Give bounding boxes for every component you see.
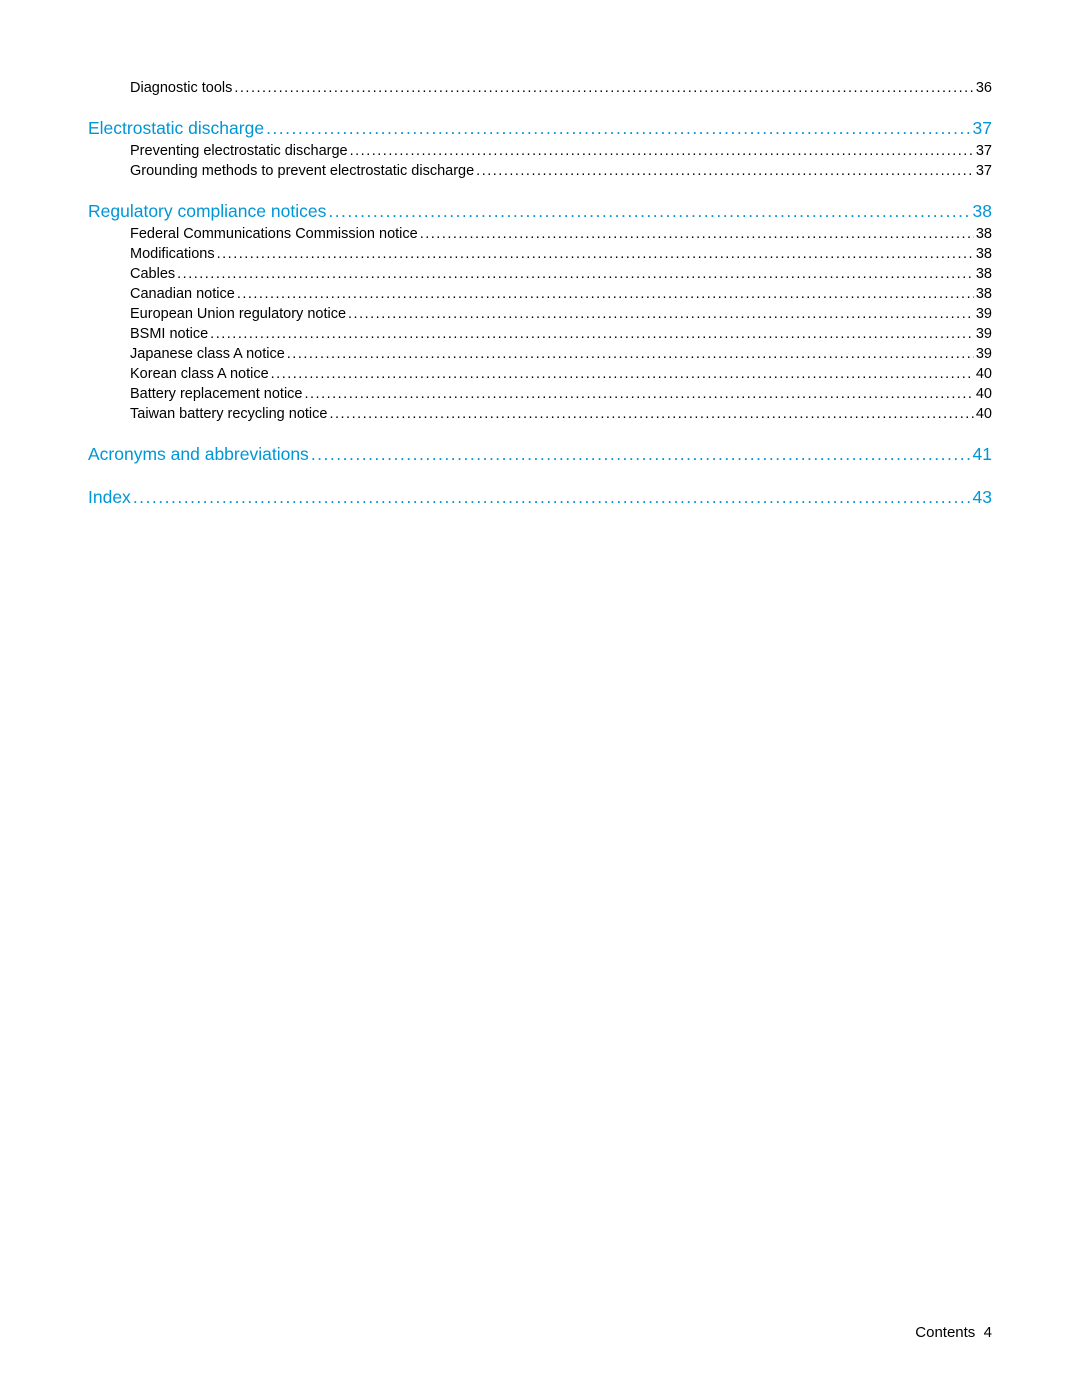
toc-entry-page: 37 xyxy=(976,143,992,159)
page-footer: Contents 4 xyxy=(915,1324,992,1341)
toc-leader-dots xyxy=(287,346,974,362)
toc-entry-page: 39 xyxy=(976,306,992,322)
toc-leader-dots xyxy=(217,246,974,262)
toc-section-label: Index xyxy=(88,487,131,508)
toc-section-regulatory-compliance[interactable]: Regulatory compliance notices 38 xyxy=(88,201,992,222)
toc-leader-dots xyxy=(133,487,971,508)
toc-entry-label: BSMI notice xyxy=(130,326,208,342)
toc-section-page: 37 xyxy=(973,118,992,139)
toc-entry-label: Battery replacement notice xyxy=(130,386,302,402)
toc-section-label: Acronyms and abbreviations xyxy=(88,444,309,465)
toc-entry-label: Diagnostic tools xyxy=(130,80,232,96)
toc-leader-dots xyxy=(348,306,974,322)
toc-sub-entry[interactable]: Taiwan battery recycling notice 40 xyxy=(88,406,992,422)
footer-label: Contents xyxy=(915,1324,975,1341)
footer-page-number: 4 xyxy=(984,1324,992,1341)
toc-section-page: 41 xyxy=(973,444,992,465)
toc-entry-label: Taiwan battery recycling notice xyxy=(130,406,327,422)
toc-leader-dots xyxy=(420,226,974,242)
toc-entry-label: Preventing electrostatic discharge xyxy=(130,143,348,159)
toc-sub-entry[interactable]: Preventing electrostatic discharge 37 xyxy=(88,143,992,159)
toc-entry-page: 38 xyxy=(976,266,992,282)
toc-sub-entry[interactable]: Modifications 38 xyxy=(88,246,992,262)
toc-entry-label: Korean class A notice xyxy=(130,366,269,382)
toc-entry-page: 40 xyxy=(976,386,992,402)
toc-leader-dots xyxy=(266,118,970,139)
toc-section-index[interactable]: Index 43 xyxy=(88,487,992,508)
page-content: Diagnostic tools 36 Electrostatic discha… xyxy=(0,0,1080,508)
toc-section-label: Regulatory compliance notices xyxy=(88,201,326,222)
toc-entry-label: Canadian notice xyxy=(130,286,235,302)
toc-sub-entry[interactable]: Japanese class A notice 39 xyxy=(88,346,992,362)
toc-sub-entry[interactable]: Canadian notice 38 xyxy=(88,286,992,302)
toc-entry-page: 38 xyxy=(976,226,992,242)
toc-entry-label: Grounding methods to prevent electrostat… xyxy=(130,163,474,179)
toc-leader-dots xyxy=(329,406,973,422)
toc-sub-entry[interactable]: European Union regulatory notice 39 xyxy=(88,306,992,322)
toc-leader-dots xyxy=(234,80,974,96)
toc-sub-entry[interactable]: Federal Communications Commission notice… xyxy=(88,226,992,242)
toc-entry-label: Cables xyxy=(130,266,175,282)
toc-entry-label: Modifications xyxy=(130,246,215,262)
toc-entry-label: Federal Communications Commission notice xyxy=(130,226,418,242)
toc-leader-dots xyxy=(476,163,974,179)
toc-section-label: Electrostatic discharge xyxy=(88,118,264,139)
toc-entry-page: 39 xyxy=(976,346,992,362)
toc-leader-dots xyxy=(328,201,970,222)
toc-sub-entry[interactable]: Diagnostic tools 36 xyxy=(88,80,992,96)
toc-entry-page: 40 xyxy=(976,406,992,422)
toc-entry-page: 39 xyxy=(976,326,992,342)
toc-section-acronyms[interactable]: Acronyms and abbreviations 41 xyxy=(88,444,992,465)
toc-sub-entry[interactable]: Grounding methods to prevent electrostat… xyxy=(88,163,992,179)
toc-leader-dots xyxy=(210,326,974,342)
toc-leader-dots xyxy=(311,444,971,465)
toc-sub-entry[interactable]: Cables 38 xyxy=(88,266,992,282)
toc-leader-dots xyxy=(350,143,974,159)
toc-leader-dots xyxy=(177,266,974,282)
toc-leader-dots xyxy=(237,286,974,302)
toc-sub-entry[interactable]: Battery replacement notice 40 xyxy=(88,386,992,402)
toc-entry-label: European Union regulatory notice xyxy=(130,306,346,322)
toc-section-electrostatic-discharge[interactable]: Electrostatic discharge 37 xyxy=(88,118,992,139)
toc-entry-page: 37 xyxy=(976,163,992,179)
toc-section-page: 43 xyxy=(973,487,992,508)
toc-entry-page: 40 xyxy=(976,366,992,382)
toc-leader-dots xyxy=(271,366,974,382)
toc-section-page: 38 xyxy=(973,201,992,222)
toc-sub-entry[interactable]: BSMI notice 39 xyxy=(88,326,992,342)
toc-entry-page: 36 xyxy=(976,80,992,96)
toc-entry-label: Japanese class A notice xyxy=(130,346,285,362)
toc-entry-page: 38 xyxy=(976,286,992,302)
toc-sub-entry[interactable]: Korean class A notice 40 xyxy=(88,366,992,382)
toc-entry-page: 38 xyxy=(976,246,992,262)
toc-leader-dots xyxy=(304,386,973,402)
